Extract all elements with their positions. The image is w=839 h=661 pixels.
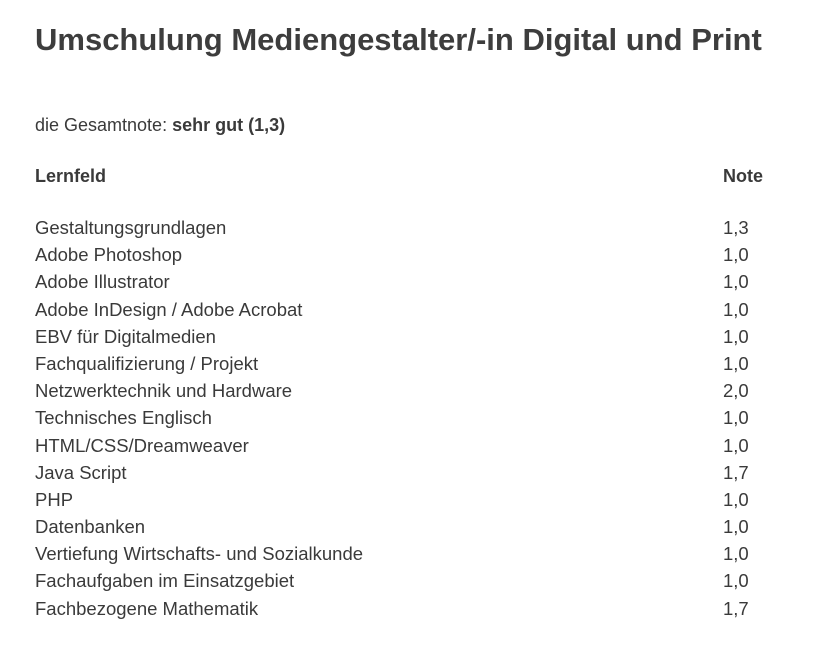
row-subject: Fachaufgaben im Einsatzgebiet [35,570,295,592]
table-row: Adobe InDesign / Adobe Acrobat 1,0 [35,299,795,326]
row-grade: 1,7 [723,597,749,619]
table-row: EBV für Digitalmedien 1,0 [35,326,795,353]
table-row: Netzwerktechnik und Hardware 2,0 [35,380,795,407]
table-row: Fachqualifizierung / Projekt 1,0 [35,353,795,380]
table-row: Fachaufgaben im Einsatzgebiet 1,0 [35,570,795,597]
table-row: Vertiefung Wirtschafts- und Sozialkunde 1… [35,543,795,570]
row-grade: 1,0 [723,570,749,592]
table-row: HTML/CSS/Dreamweaver 1,0 [35,435,795,462]
row-subject: Fachqualifizierung / Projekt [35,352,259,374]
row-subject: Netzwerktechnik und Hardware [35,380,293,402]
overall-grade: die Gesamtnote: sehr gut (1,3) [35,115,285,136]
table-row: Adobe Photoshop 1,0 [35,244,795,271]
row-grade: 1,3 [723,217,749,238]
row-grade: 1,0 [723,543,749,565]
row-grade: 1,0 [723,325,749,347]
row-subject: Gestaltungsgrundlagen [35,217,227,238]
table-row: Gestaltungsgrundlagen 1,3 [35,217,795,244]
row-subject: Datenbanken [35,516,146,538]
column-header-grade: Note [723,166,763,186]
row-subject: HTML/CSS/Dreamweaver [35,434,249,456]
grade-list: Gestaltungsgrundlagen 1,3 Adobe Photoshop 1… [35,217,795,625]
row-grade: 1,7 [723,461,749,483]
table-row: Fachbezogene Mathematik 1,7 [35,598,795,625]
overall-grade-value: sehr gut (1,3) [172,115,286,135]
row-subject: Technisches Englisch [35,407,212,429]
row-subject: Adobe InDesign / Adobe Acrobat [35,298,303,320]
row-subject: PHP [35,488,74,510]
table-row: Datenbanken 1,0 [35,516,795,543]
row-grade: 1,0 [723,407,749,429]
row-subject: Vertiefung Wirtschafts- und Sozialkunde [35,543,364,565]
table-row: Adobe Illustrator 1,0 [35,271,795,298]
grade-table-header: Lernfeld Note [35,166,795,188]
table-row: PHP 1,0 [35,489,795,516]
row-subject: Adobe Photoshop [35,244,183,266]
row-grade: 1,0 [723,434,749,456]
row-subject: Adobe Illustrator [35,271,170,293]
row-grade: 1,0 [723,271,749,293]
row-grade: 1,0 [723,516,749,538]
row-grade: 1,0 [723,244,749,266]
row-grade: 1,0 [723,298,749,320]
page-title: Umschulung Mediengestalter/-in Digital u… [35,22,762,57]
overall-grade-label: die Gesamtnote: [35,115,168,135]
row-grade: 1,0 [723,352,749,374]
table-row: Java Script 1,7 [35,462,795,489]
row-subject: Fachbezogene Mathematik [35,597,259,619]
row-subject: EBV für Digitalmedien [35,325,216,347]
column-header-subject: Lernfeld [35,166,107,186]
table-row: Technisches Englisch 1,0 [35,407,795,434]
row-subject: Java Script [35,461,127,483]
row-grade: 1,0 [723,488,749,510]
row-grade: 2,0 [723,380,749,402]
